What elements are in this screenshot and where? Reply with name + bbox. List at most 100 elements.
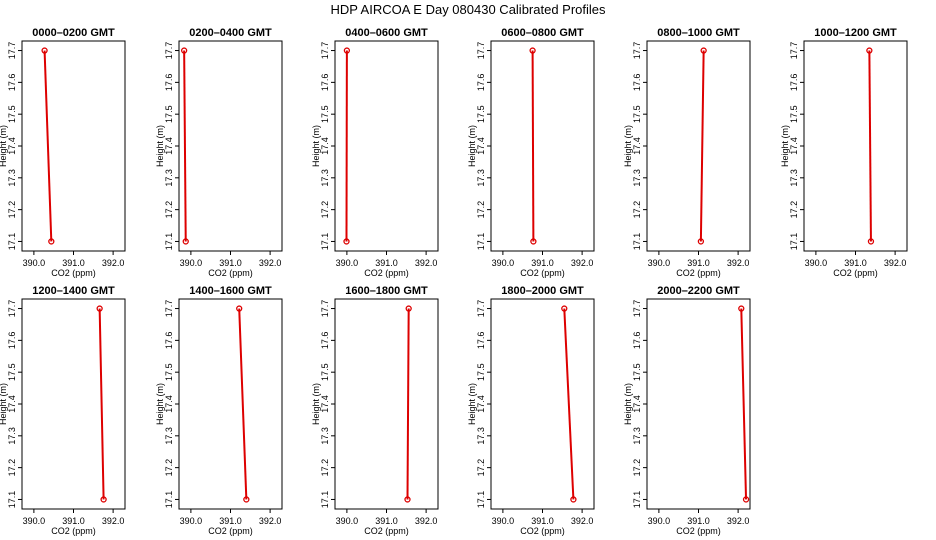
y-tick-label: 17.7 <box>320 42 330 60</box>
profile-point <box>96 305 103 312</box>
y-tick-label: 17.7 <box>476 42 486 60</box>
y-tick-label: 17.5 <box>164 105 174 123</box>
y-tick-label: 17.4 <box>164 137 174 155</box>
profile-point <box>182 238 189 245</box>
y-tick-label: 17.6 <box>7 332 17 350</box>
plot-frame <box>334 40 439 252</box>
y-tick-label: 17.6 <box>320 332 330 350</box>
profile-point <box>243 496 250 503</box>
y-tick-label: 17.3 <box>632 169 642 187</box>
profile-line <box>699 50 705 242</box>
plot-frame <box>490 298 595 510</box>
profile-line <box>563 308 575 500</box>
x-tick-label: 392.0 <box>259 258 282 268</box>
profile-panel: 1600–1800 GMT 390.0 391.0 392.0 CO2 (ppm) 17.… <box>311 285 439 536</box>
x-tick-label: 392.0 <box>884 258 907 268</box>
y-tick-label: 17.6 <box>476 332 486 350</box>
y-tick-label: 17.6 <box>320 74 330 92</box>
profile-point <box>561 305 568 312</box>
y-tick-label: 17.2 <box>632 459 642 477</box>
x-tick-label: 392.0 <box>259 516 282 526</box>
profile-line <box>238 308 248 500</box>
y-tick-label: 17.4 <box>7 137 17 155</box>
y-tick-label: 17.2 <box>632 201 642 219</box>
x-axis-label: CO2 (ppm) <box>676 268 721 278</box>
y-tick-label: 17.4 <box>164 395 174 413</box>
profile-panel: 1200–1400 GMT 390.0 391.0 392.0 CO2 (ppm) 17.… <box>0 285 126 536</box>
x-tick-label: 390.0 <box>648 258 671 268</box>
profile-panel: 1800–2000 GMT 390.0 391.0 392.0 CO2 (ppm) 17.… <box>467 285 595 536</box>
y-tick-label: 17.6 <box>476 74 486 92</box>
panel-title: 1600–1800 GMT <box>345 285 428 297</box>
y-tick-label: 17.4 <box>476 137 486 155</box>
y-tick-label: 17.7 <box>789 42 799 60</box>
x-tick-label: 392.0 <box>102 258 125 268</box>
profile-line <box>406 308 410 500</box>
x-axis-label: CO2 (ppm) <box>208 268 253 278</box>
y-tick-label: 17.5 <box>632 363 642 381</box>
y-tick-label: 17.1 <box>476 491 486 509</box>
profile-point <box>866 47 873 54</box>
profile-point <box>570 496 577 503</box>
y-tick-label: 17.6 <box>7 74 17 92</box>
x-tick-label: 390.0 <box>23 258 46 268</box>
x-tick-label: 391.0 <box>844 258 867 268</box>
x-axis-label: CO2 (ppm) <box>208 526 253 536</box>
y-tick-label: 17.5 <box>320 105 330 123</box>
profile-panel: 0000–0200 GMT 390.0 391.0 392.0 CO2 (ppm) 17.… <box>0 27 126 278</box>
x-tick-label: 392.0 <box>415 258 438 268</box>
plot-frame <box>21 40 126 252</box>
y-tick-label: 17.2 <box>7 459 17 477</box>
profile-line <box>183 50 187 242</box>
y-axis-label: Height (m) <box>0 383 8 425</box>
panel-title: 1200–1400 GMT <box>32 285 115 297</box>
y-tick-label: 17.4 <box>789 137 799 155</box>
y-tick-label: 17.5 <box>476 363 486 381</box>
y-tick-label: 17.6 <box>789 74 799 92</box>
y-tick-label: 17.4 <box>320 137 330 155</box>
x-axis-label: CO2 (ppm) <box>51 268 96 278</box>
panel-title: 1800–2000 GMT <box>501 285 584 297</box>
y-tick-label: 17.7 <box>7 42 17 60</box>
y-tick-label: 17.6 <box>632 74 642 92</box>
x-tick-label: 390.0 <box>492 516 515 526</box>
x-tick-label: 391.0 <box>62 258 85 268</box>
y-tick-label: 17.5 <box>164 363 174 381</box>
y-tick-label: 17.1 <box>7 233 17 251</box>
y-tick-label: 17.5 <box>476 105 486 123</box>
plot-frame <box>178 40 283 252</box>
y-tick-label: 17.2 <box>476 459 486 477</box>
profile-point <box>867 238 875 245</box>
profile-panel: 0600–0800 GMT 390.0 391.0 392.0 CO2 (ppm) 17.… <box>467 27 595 278</box>
y-tick-label: 17.4 <box>476 395 486 413</box>
x-tick-label: 390.0 <box>648 516 671 526</box>
x-tick-label: 390.0 <box>492 258 515 268</box>
y-tick-label: 17.4 <box>320 395 330 413</box>
profile-panel: 0400–0600 GMT 390.0 391.0 392.0 CO2 (ppm) 17.… <box>311 27 439 278</box>
profile-panel: 2000–2200 GMT 390.0 391.0 392.0 CO2 (ppm) 17.… <box>623 285 751 536</box>
panel-title: 1400–1600 GMT <box>189 285 272 297</box>
y-axis-label: Height (m) <box>623 125 633 167</box>
plot-frame <box>646 40 751 252</box>
x-axis-label: CO2 (ppm) <box>364 526 409 536</box>
profile-point <box>41 47 48 54</box>
x-tick-label: 391.0 <box>62 516 85 526</box>
x-tick-label: 392.0 <box>571 258 594 268</box>
y-tick-label: 17.3 <box>7 427 17 445</box>
y-tick-label: 17.5 <box>7 363 17 381</box>
plot-frame <box>803 40 908 252</box>
profile-point <box>100 496 107 503</box>
y-tick-label: 17.6 <box>632 332 642 350</box>
y-tick-label: 17.7 <box>7 300 17 318</box>
profile-point <box>529 47 536 54</box>
y-tick-label: 17.2 <box>476 201 486 219</box>
y-axis-label: Height (m) <box>311 125 321 167</box>
y-tick-label: 17.2 <box>320 201 330 219</box>
y-tick-label: 17.3 <box>164 169 174 187</box>
y-tick-label: 17.7 <box>632 42 642 60</box>
y-tick-label: 17.2 <box>789 201 799 219</box>
y-tick-label: 17.7 <box>632 300 642 318</box>
y-tick-label: 17.2 <box>320 459 330 477</box>
y-tick-label: 17.6 <box>164 74 174 92</box>
